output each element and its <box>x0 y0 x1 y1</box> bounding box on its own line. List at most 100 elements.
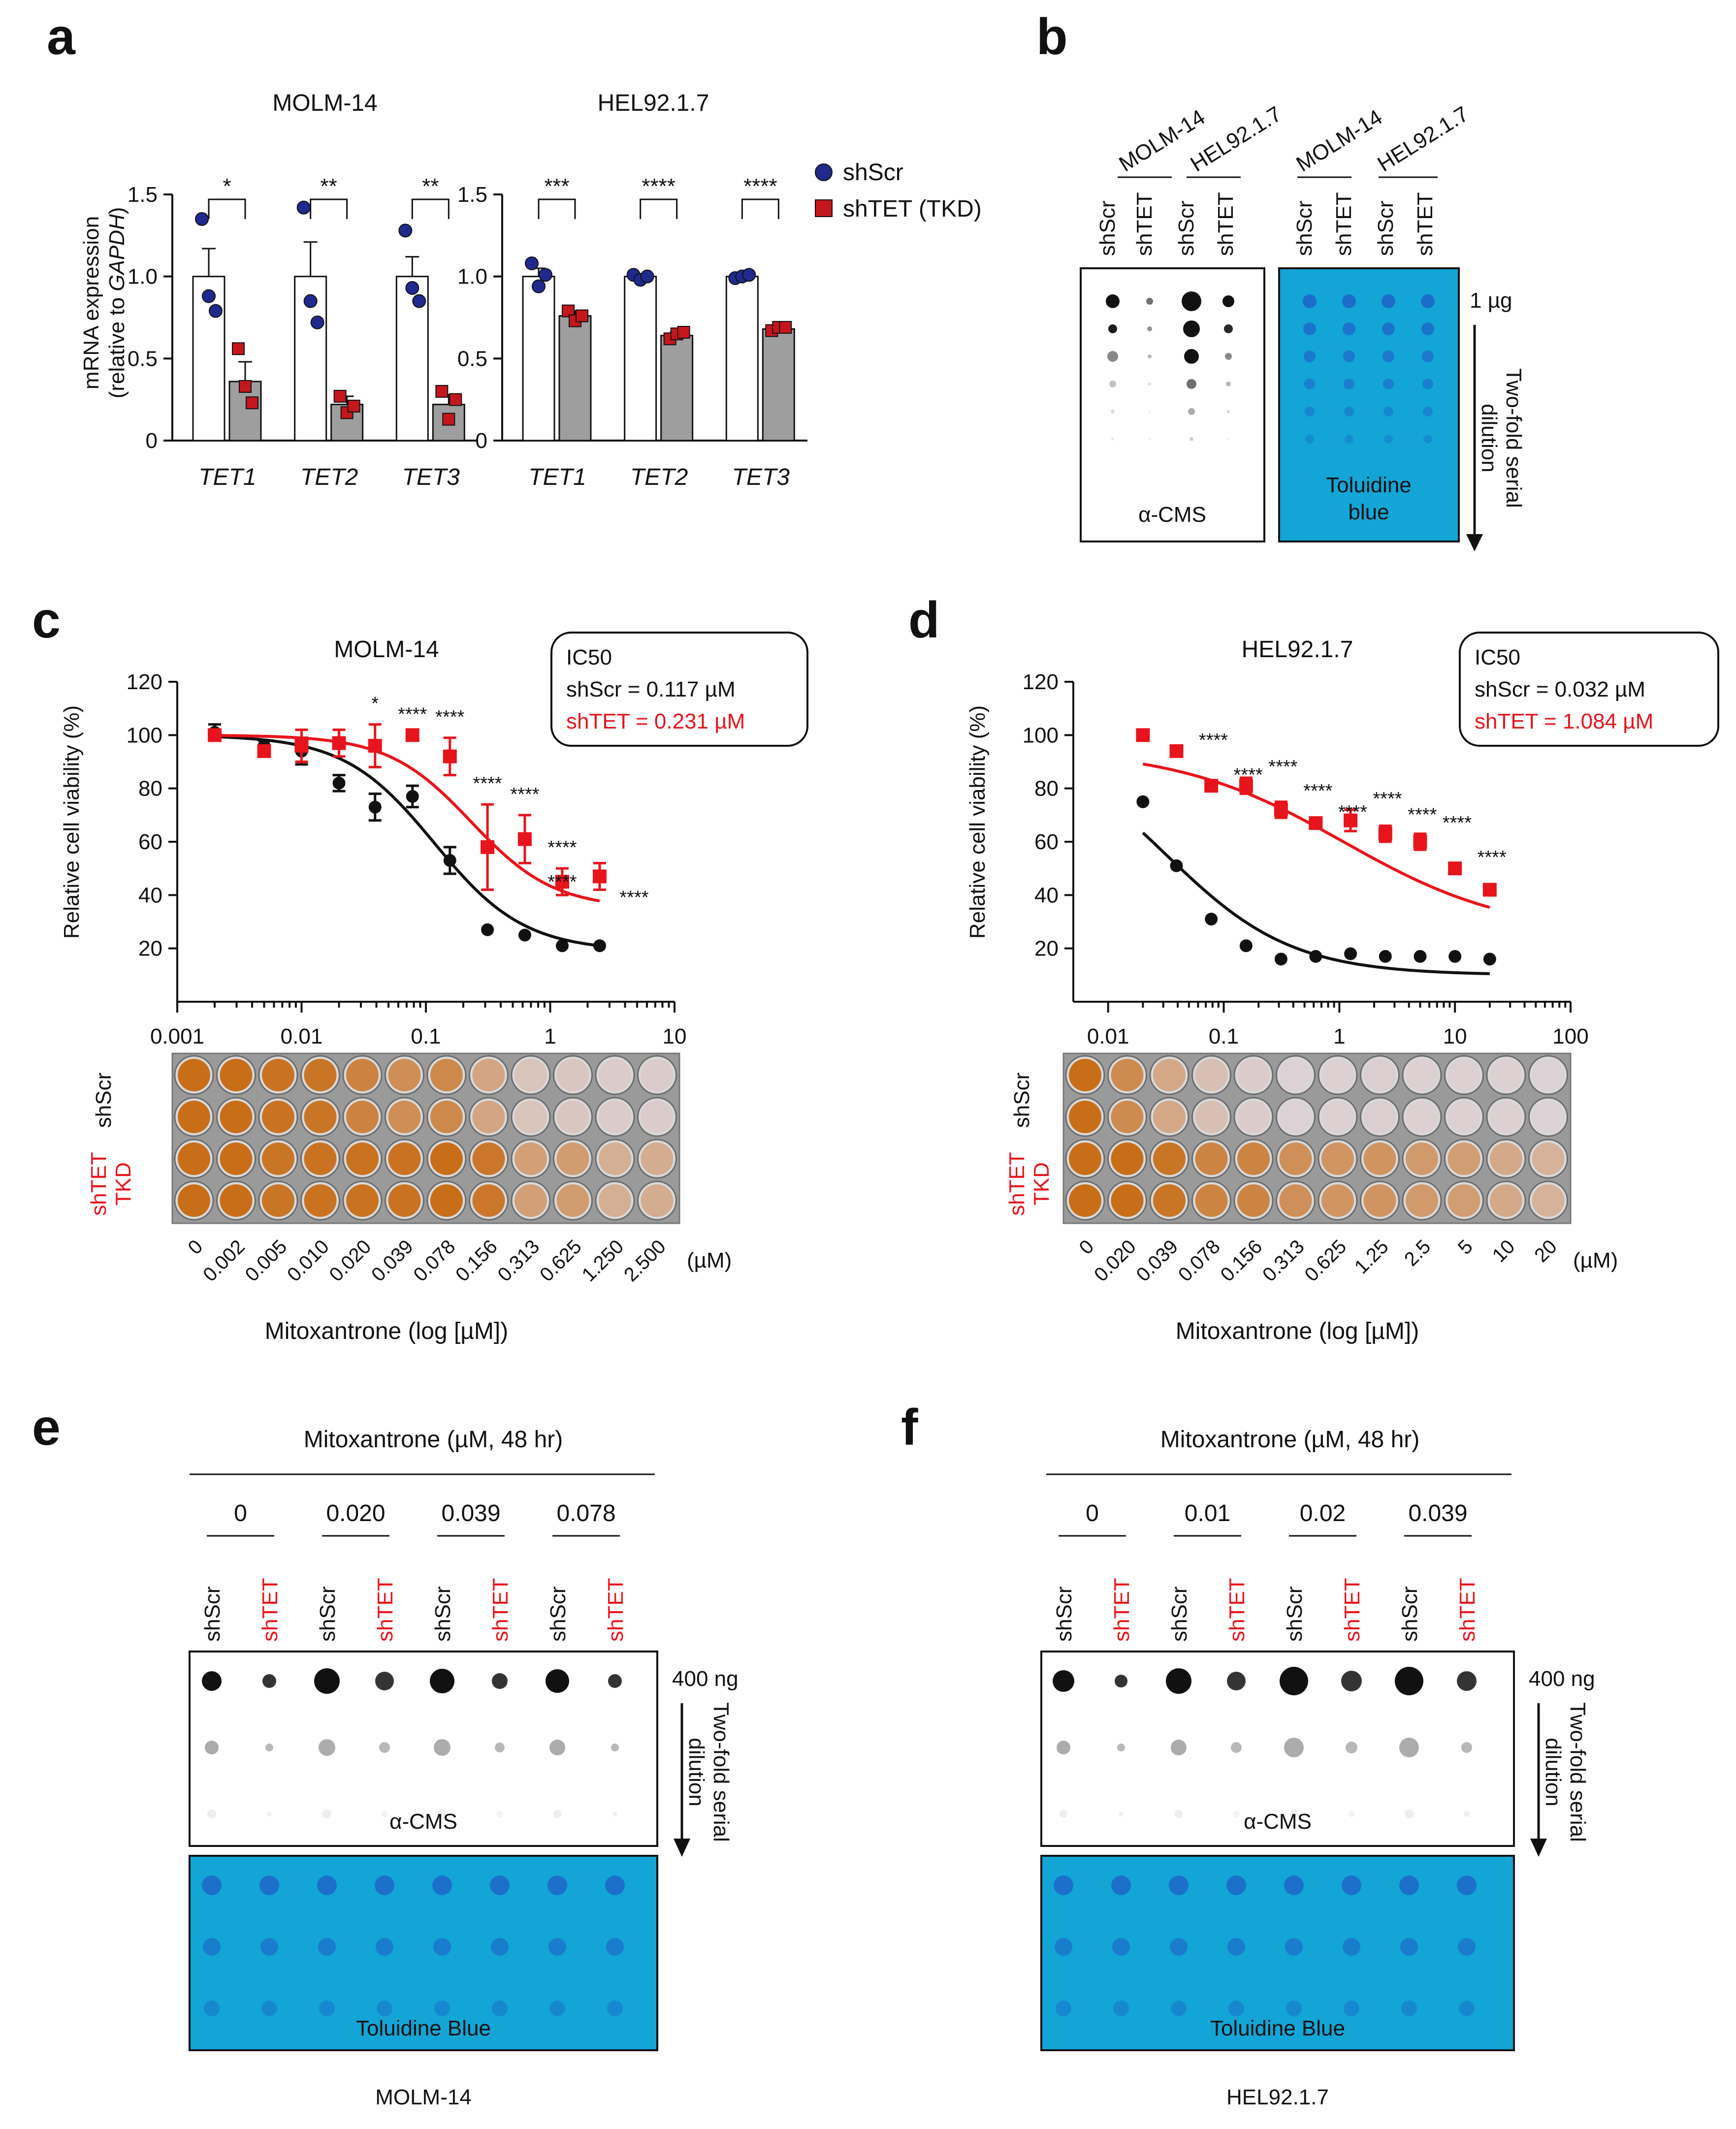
toluidine-dot <box>492 2001 508 2016</box>
cms-membrane-b <box>1080 267 1265 542</box>
toluidine-dot <box>260 1938 278 1956</box>
point-shTET <box>779 321 792 334</box>
y-tick-label: 100 <box>127 723 162 747</box>
well <box>1406 1143 1438 1175</box>
cms-dot <box>1147 326 1152 331</box>
point-shTET <box>517 832 532 846</box>
chart-a-hel: 0 0.5 1.0 1.5 *** TET1 **** TET2 **** TET3 <box>457 174 807 490</box>
point-shTET <box>1309 816 1323 830</box>
well <box>262 1143 294 1175</box>
e-lane-scr: shScr <box>316 1587 340 1642</box>
cms-dot <box>1111 410 1115 413</box>
point-shScr <box>1344 947 1357 960</box>
cms-dot <box>1106 294 1120 308</box>
f-cell-line: HEL92.1.7 <box>1226 2085 1329 2109</box>
cms-dot <box>1280 1667 1308 1695</box>
well <box>1406 1101 1438 1133</box>
b-membrane-label: α-CMS <box>1138 503 1206 527</box>
sig-label: * <box>223 174 231 198</box>
well <box>346 1059 379 1091</box>
well <box>472 1184 505 1217</box>
sig-label: **** <box>1199 730 1228 751</box>
sig-label: **** <box>1303 781 1332 801</box>
f-lane-tet: shTET <box>1340 1578 1364 1642</box>
toluidine-membrane-b <box>1278 267 1460 542</box>
well <box>1069 1101 1101 1133</box>
well <box>262 1101 294 1133</box>
toluidine-dot <box>548 1938 566 1956</box>
b-lane-label: shScr <box>1292 201 1317 256</box>
b-stain-label-2: blue <box>1348 500 1389 524</box>
toluidine-dot <box>1382 294 1395 308</box>
well <box>1447 1184 1480 1217</box>
b-amount: 1 µg <box>1470 288 1512 313</box>
well <box>1237 1143 1270 1175</box>
panel-d: d HEL92.1.7 IC50 shScr = 0.032 µM shTET … <box>908 592 1719 1344</box>
b-dilution-2: dilution <box>1477 404 1501 472</box>
sig-label: **** <box>1268 757 1297 777</box>
cms-dot <box>1187 379 1196 389</box>
cms-dot <box>1341 1671 1362 1691</box>
toluidine-dot <box>606 1938 624 1956</box>
well <box>388 1143 421 1175</box>
cms-dot <box>430 1669 454 1693</box>
cms-dot <box>1231 1742 1242 1753</box>
y-tick-label: 20 <box>1034 937 1059 961</box>
f-lane-scr: shScr <box>1167 1587 1191 1642</box>
cms-dot <box>1222 295 1234 307</box>
bar-shTET (TKD) <box>660 335 694 442</box>
toluidine-dot <box>1345 435 1353 444</box>
toluidine-dot <box>1382 322 1395 335</box>
cms-dot <box>1149 438 1151 440</box>
well <box>641 1101 674 1133</box>
chart-c-ylabel: Relative cell viability (%) <box>60 705 84 939</box>
cms-dot <box>1227 438 1229 440</box>
sig-label: ** <box>321 174 337 198</box>
toluidine-dot <box>204 2001 220 2016</box>
cms-dot <box>1107 351 1118 362</box>
toluidine-dot <box>376 1938 393 1956</box>
toluidine-dot <box>1458 1938 1476 1956</box>
point-shScr <box>555 939 569 953</box>
point-shTET <box>1378 826 1392 841</box>
y-tick-label: 0 <box>146 429 158 453</box>
toluidine-dot <box>605 1875 625 1895</box>
well <box>220 1101 253 1133</box>
cms-dot <box>382 1811 387 1817</box>
bar-shScr <box>522 276 555 442</box>
point-shScr <box>195 212 209 226</box>
f-lane-tet: shTET <box>1455 1578 1479 1642</box>
cms-dot <box>612 1811 617 1816</box>
well <box>641 1059 674 1091</box>
point-shScr <box>525 256 539 270</box>
conc-label: 2.5 <box>1400 1236 1435 1270</box>
point-shScr <box>209 304 223 318</box>
f-dilution-1: Two-fold serial <box>1566 1702 1590 1842</box>
x-tick-label: 0.1 <box>411 1024 441 1049</box>
cms-dot <box>1109 381 1116 387</box>
dot-blot-b-headers: MOLM-14 HEL92.1.7 MOLM-14 HEL92.1.7 <box>1115 102 1473 178</box>
chart-c-title: MOLM-14 <box>334 636 439 663</box>
point-shScr <box>1414 950 1427 963</box>
point-shScr <box>1239 939 1253 953</box>
conc-label: 0.010 <box>283 1236 333 1286</box>
point-shTET <box>1274 803 1288 817</box>
toluidine-dot <box>1112 1938 1130 1956</box>
point-shTET <box>332 736 346 750</box>
conc-label: 0 <box>184 1236 207 1259</box>
y-tick-label: 0 <box>476 429 487 453</box>
toluidine-dot <box>202 1875 222 1895</box>
bar-shTET (TKD) <box>558 315 592 442</box>
cms-dot <box>492 1673 508 1689</box>
well <box>1447 1101 1480 1133</box>
x-tick-label: TET2 <box>300 464 358 490</box>
e-lane-scr: shScr <box>546 1587 570 1642</box>
toluidine-dots-f <box>1054 1875 1477 2016</box>
e-dose-headers: 0 shScr shTET 0.020 shScr shTET 0.039 shScr shTE… <box>200 1500 628 1642</box>
cms-dot <box>267 1811 272 1816</box>
f-membrane-label: α-CMS <box>1244 1810 1312 1834</box>
well <box>346 1184 379 1217</box>
y-tick-label: 40 <box>138 883 162 907</box>
cms-dot <box>1189 437 1193 441</box>
